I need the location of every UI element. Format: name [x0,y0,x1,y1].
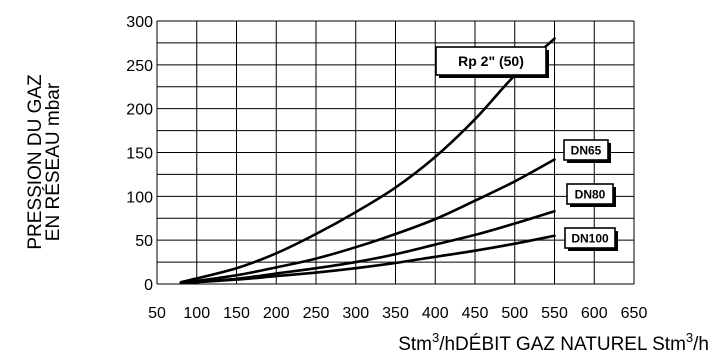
x-tick-label: 500 [501,305,528,322]
x-tick-label: 450 [462,305,489,322]
series-label-dn100: DN100 [571,231,609,245]
series-labels: Rp 2" (50) DN65 DN80 DN100 [435,46,618,251]
x-axis-label: Stm3/hDÉBIT GAZ NATUREL Stm3/h [398,330,709,355]
x-tick-label: 600 [581,305,608,322]
y-axis-label-line1: PRESSION DU GAZ [25,74,46,250]
y-tick-label: 300 [126,14,153,31]
x-tick-label: 250 [303,305,330,322]
x-axis-label-unit-right: /h [693,334,709,355]
series-line-rp2-50 [179,37,556,284]
x-tick-label: 550 [541,305,568,322]
y-axis-label-line2: EN RÉSEAU mbar [43,82,64,241]
y-tick-labels: 0 50 100 150 200 250 300 [126,14,153,294]
series-line-dn80 [179,209,556,285]
series-label-rp2-50: Rp 2" (50) [458,53,524,69]
y-tick-label: 250 [126,58,153,75]
series-label-box-rp2-50 [435,46,547,76]
series-label-box-dn65 [563,139,609,161]
y-tick-label: 0 [144,277,153,294]
series-label-dn80: DN80 [575,187,606,201]
x-tick-label: 50 [148,305,166,322]
x-tick-label: 100 [183,305,210,322]
x-tick-label: 350 [382,305,409,322]
x-tick-labels: 50 100 150 200 250 300 350 400 450 500 550 600 650 [148,305,647,322]
y-tick-label: 100 [126,189,153,206]
x-tick-label: 200 [263,305,290,322]
series-label-box-dn100 [564,227,616,249]
x-tick-label: 150 [223,305,250,322]
x-axis-label-main: /hDÉBIT GAZ NATUREL Stm [439,334,686,355]
y-tick-label: 50 [135,233,153,250]
series-line-dn100 [179,234,556,285]
y-tick-label: 200 [126,102,153,119]
x-axis-label-sup-right: 3 [686,330,693,345]
x-tick-label: 300 [342,305,369,322]
x-tick-label: 400 [422,305,449,322]
grid [156,20,635,285]
series-line-dn65 [179,158,556,285]
series-label-box-dn80 [566,183,614,205]
y-tick-label: 150 [126,146,153,163]
x-axis-label-sup-left: 3 [432,330,439,345]
x-tick-label: 650 [621,305,648,322]
series-label-dn65: DN65 [571,143,602,157]
curves [179,37,556,285]
x-axis-label-unit-left: Stm [398,334,432,355]
